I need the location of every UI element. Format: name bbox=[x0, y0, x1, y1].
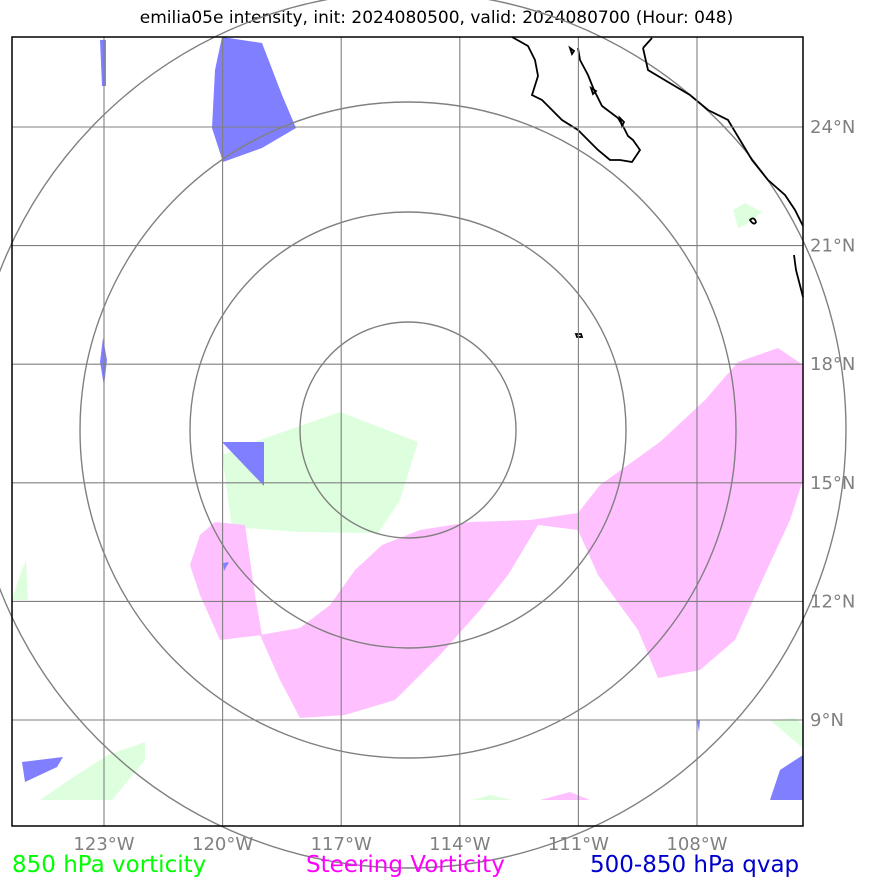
legend-qvap: 500-850 hPa qvap bbox=[590, 852, 800, 878]
gridlines bbox=[12, 37, 803, 826]
latitude-tick-label: 15°N bbox=[810, 473, 855, 494]
range-ring bbox=[79, 101, 737, 759]
range-ring bbox=[0, 0, 847, 869]
longitude-tick-label: 123°W bbox=[73, 834, 134, 855]
longitude-tick-label: 117°W bbox=[311, 834, 372, 855]
steering-vorticity-layer bbox=[190, 348, 803, 800]
island bbox=[574, 333, 584, 338]
vorticity-850-layer bbox=[12, 203, 803, 800]
map-title: emilia05e intensity, init: 2024080500, v… bbox=[139, 8, 734, 28]
longitude-tick-labels: 123°W 120°W 117°W 114°W 111°W 108°W bbox=[73, 834, 727, 855]
coastline bbox=[511, 36, 804, 338]
vorticity-850-patch bbox=[40, 742, 145, 800]
qvap-patch bbox=[697, 720, 700, 732]
range-ring bbox=[299, 321, 517, 539]
vorticity-850-patch bbox=[12, 560, 28, 600]
latitude-tick-labels: 24°N 21°N 18°N 15°N 12°N 9°N bbox=[810, 117, 855, 731]
latitude-tick-label: 24°N bbox=[810, 117, 855, 138]
qvap-patch bbox=[212, 37, 296, 162]
coastline-path bbox=[642, 47, 804, 227]
latitude-tick-label: 21°N bbox=[810, 236, 855, 257]
legend-steering-vorticity: Steering Vorticity bbox=[306, 852, 505, 878]
latitude-tick-label: 18°N bbox=[810, 354, 855, 375]
steering-vorticity-patch bbox=[540, 792, 590, 800]
island bbox=[748, 217, 757, 225]
range-ring bbox=[189, 211, 627, 649]
range-rings bbox=[0, 0, 847, 869]
longitude-tick-label: 111°W bbox=[548, 834, 609, 855]
qvap-patch bbox=[100, 40, 106, 86]
qvap-patch bbox=[770, 755, 803, 800]
coastline-path bbox=[511, 36, 642, 163]
vorticity-850-patch bbox=[733, 203, 762, 228]
qvap-patch bbox=[222, 442, 264, 486]
steering-vorticity-patch bbox=[260, 348, 803, 718]
vorticity-850-patch bbox=[770, 718, 803, 748]
longitude-tick-label: 108°W bbox=[666, 834, 727, 855]
steering-vorticity-patch bbox=[190, 522, 262, 640]
longitude-tick-label: 120°W bbox=[192, 834, 253, 855]
latitude-tick-label: 9°N bbox=[810, 710, 844, 731]
vorticity-850-patch bbox=[222, 412, 418, 533]
latitude-tick-label: 12°N bbox=[810, 591, 855, 612]
map-frame bbox=[11, 36, 804, 827]
island bbox=[589, 85, 598, 96]
coastline-path bbox=[642, 37, 653, 49]
legend-850-vorticity: 850 hPa vorticity bbox=[12, 852, 207, 878]
island bbox=[568, 45, 576, 57]
longitude-tick-label: 114°W bbox=[429, 834, 490, 855]
qvap-patch bbox=[223, 562, 229, 571]
island bbox=[618, 115, 626, 129]
vorticity-850-patch bbox=[472, 795, 512, 800]
coastline-path bbox=[793, 254, 804, 298]
qvap-patch bbox=[22, 757, 63, 782]
